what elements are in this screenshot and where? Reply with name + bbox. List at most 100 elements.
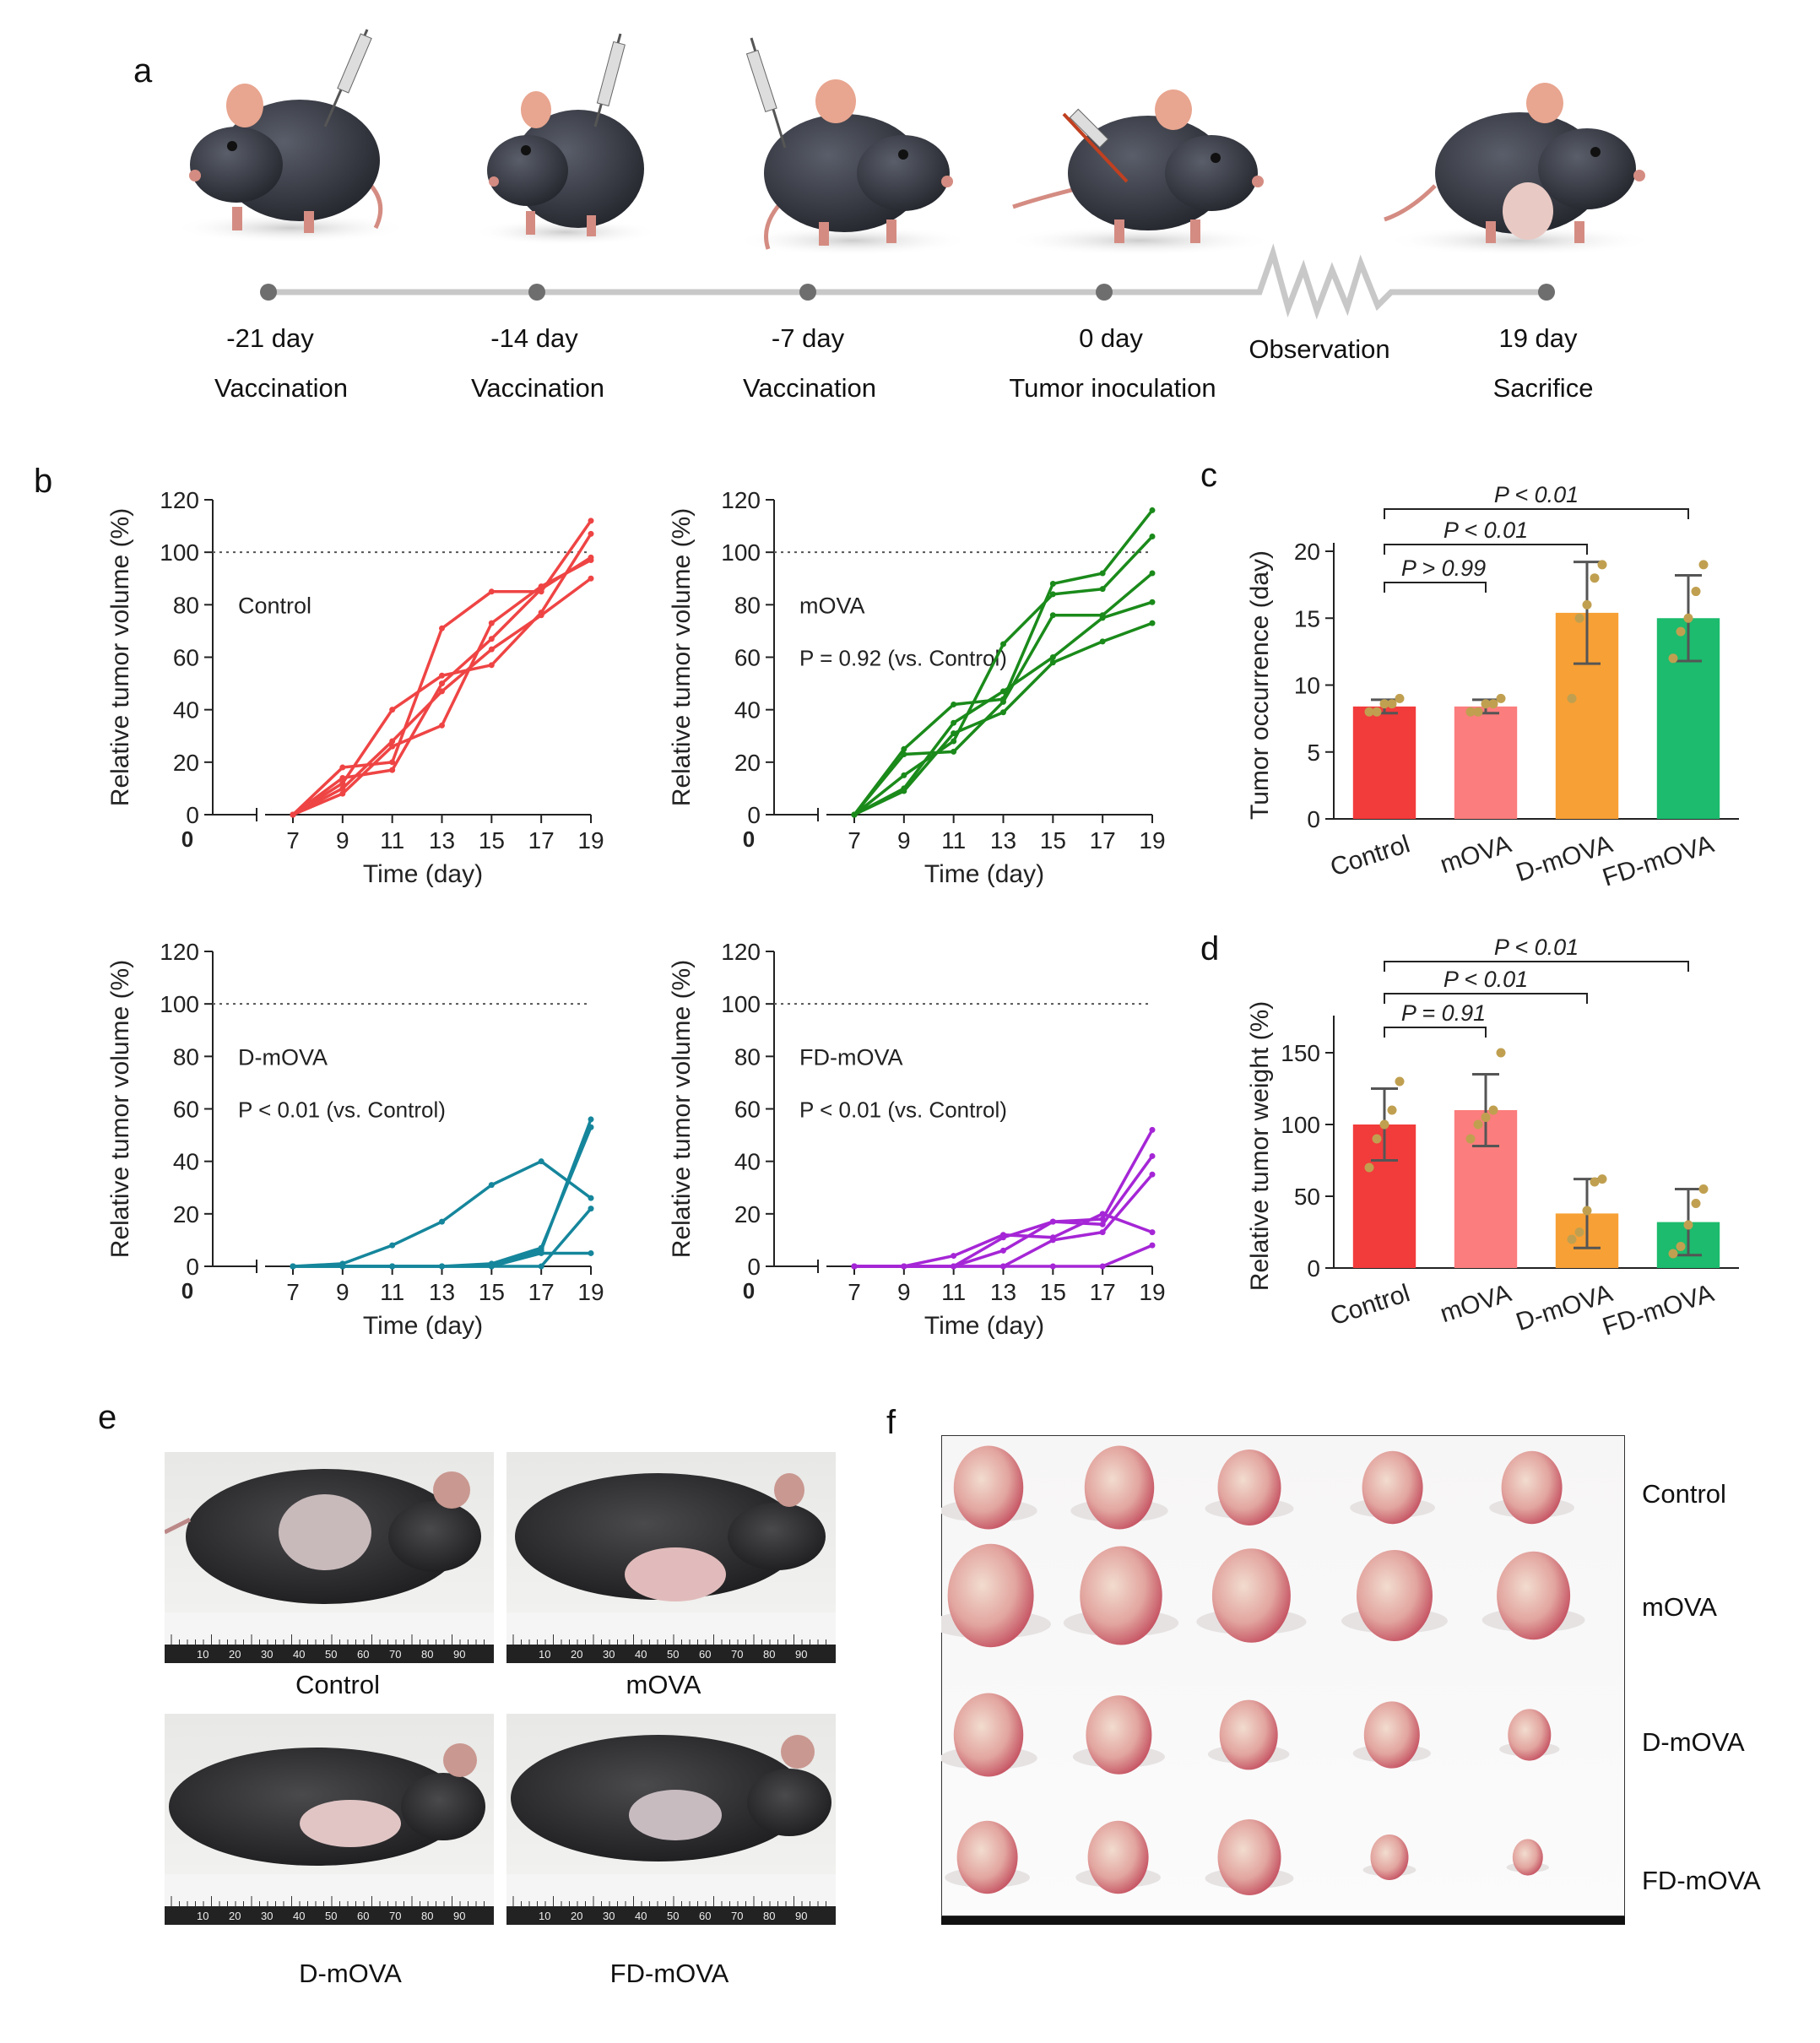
data-point: [1099, 638, 1106, 645]
ruler-number: 40: [293, 1648, 305, 1661]
data-point: [1597, 1174, 1607, 1184]
y-tick-label: 40: [173, 1149, 199, 1175]
group-label: FD-mOVA: [799, 1044, 903, 1070]
data-point: [1683, 1220, 1693, 1230]
group-label: Control: [238, 593, 311, 618]
data-point: [1481, 1113, 1491, 1122]
data-point: [901, 772, 907, 778]
tumor-specimen: [1362, 1450, 1423, 1525]
data-point: [488, 662, 495, 669]
x-tick-label: 0: [743, 1278, 755, 1303]
ruler-number: 50: [667, 1648, 679, 1661]
data-point: [951, 738, 957, 745]
y-tick-label: 40: [173, 697, 199, 723]
data-point: [488, 646, 495, 653]
ruler-number: 70: [731, 1910, 743, 1922]
data-point: [951, 1253, 957, 1260]
x-tick-label: 7: [848, 1279, 861, 1305]
x-axis-label: Time (day): [363, 1312, 483, 1340]
data-point: [1000, 1234, 1006, 1241]
timeline-day-label: 0 day: [1079, 323, 1143, 353]
x-tick-label: 17: [1090, 827, 1116, 854]
data-point: [1698, 1184, 1709, 1194]
data-point: [1473, 1119, 1483, 1130]
data-point: [1372, 1134, 1382, 1144]
photo-caption: D-mOVA: [299, 1959, 402, 1988]
data-point: [1364, 707, 1374, 717]
series-line: [293, 1126, 593, 1268]
data-point: [1683, 613, 1693, 623]
ruler-number: 50: [325, 1910, 337, 1922]
data-point: [339, 1263, 346, 1270]
series-line: [293, 1119, 593, 1268]
data-point: [1387, 699, 1397, 709]
mouse-photo-control: [165, 1452, 494, 1663]
p-value-label: P < 0.01: [1444, 967, 1528, 992]
tumor-specimen: [1087, 1820, 1149, 1894]
x-tick-label: 9: [336, 827, 349, 854]
data-point: [1465, 1134, 1476, 1144]
ruler-number: 30: [261, 1648, 273, 1661]
x-tick-label: 15: [479, 827, 505, 854]
timeline-day-label: -7 day: [771, 323, 845, 353]
series-line: [292, 1159, 593, 1268]
significance-bracket: [1384, 582, 1487, 593]
timeline-dot: [799, 284, 816, 301]
x-tick-label: 13: [990, 1279, 1016, 1305]
data-point: [851, 811, 858, 818]
data-point: [1049, 1263, 1056, 1270]
mouse-illustration: [173, 29, 409, 243]
mouse-photo-grid: 10 20 30 40 50 60 70 80 90 10 20 30 40 50 60 70 80 90 10 20…: [165, 1452, 836, 1925]
data-point: [488, 1263, 495, 1270]
data-point: [439, 688, 445, 695]
ruler-number: 70: [389, 1648, 401, 1661]
line-chart-d-mova: 0 20 40 60 80 100 120 0 7 9 11 13 15 17 19 Time (day) Re…: [106, 939, 604, 1340]
y-tick-label: 100: [160, 991, 199, 1017]
data-point: [1473, 707, 1483, 717]
data-point: [588, 554, 594, 561]
ruler-number: 90: [453, 1648, 465, 1661]
tumor-specimen: [1370, 1834, 1409, 1880]
data-point: [1049, 659, 1056, 666]
panel-letter-c: c: [1200, 457, 1217, 494]
tumor-specimen: [1084, 1445, 1155, 1530]
y-tick-label: 0: [1307, 806, 1320, 832]
data-point: [588, 1124, 594, 1130]
mouse-illustration: [734, 37, 971, 256]
ruler-number: 90: [795, 1648, 807, 1661]
x-tick-label: 15: [479, 1279, 505, 1305]
significance-bracket: [1384, 1027, 1487, 1038]
x-tick-label: 13: [429, 827, 455, 854]
data-point: [488, 1182, 495, 1189]
y-tick-label: 20: [734, 750, 761, 776]
x-tick-label: 13: [990, 827, 1016, 854]
data-point: [1590, 573, 1600, 583]
series-line: [854, 1129, 1154, 1268]
x-tick-label: 9: [897, 827, 911, 854]
x-tick-label: 11: [380, 1279, 404, 1305]
data-point: [488, 636, 495, 642]
data-point: [389, 743, 396, 750]
timeline-event-label: Vaccination: [471, 373, 604, 403]
y-tick-label: 0: [186, 1254, 199, 1280]
y-tick-label: 100: [1281, 1112, 1320, 1138]
timeline-event-label: Observation: [1249, 334, 1390, 364]
x-tick-label: 11: [941, 1279, 966, 1305]
x-tick-label: 7: [848, 827, 861, 854]
tumor-specimen: [953, 1445, 1024, 1530]
y-tick-label: 60: [734, 1097, 761, 1123]
data-point: [1567, 693, 1577, 703]
ruler-number: 70: [731, 1648, 743, 1661]
significance-bracket: [1384, 544, 1588, 555]
data-point: [538, 1244, 544, 1251]
y-tick-label: 0: [747, 1254, 761, 1280]
ruler-number: 30: [603, 1648, 615, 1661]
ruler-number: 20: [571, 1910, 582, 1922]
data-point: [1574, 1227, 1584, 1237]
y-tick-label: 40: [734, 1149, 761, 1175]
tumor-specimen: [1211, 1548, 1291, 1643]
data-point: [1676, 626, 1686, 637]
y-tick-label: 120: [721, 487, 761, 513]
data-point: [1496, 693, 1506, 703]
data-point: [901, 788, 907, 794]
